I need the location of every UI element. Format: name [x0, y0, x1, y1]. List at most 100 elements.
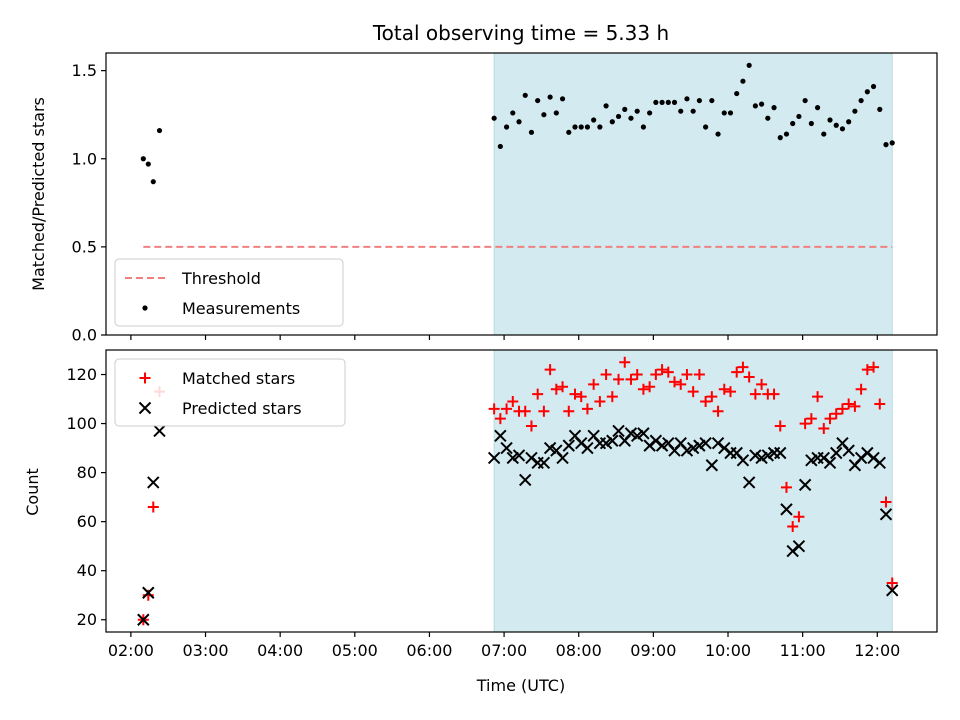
matched-star-point	[693, 369, 705, 381]
predicted-star-point	[562, 439, 575, 452]
measurement-point	[566, 129, 572, 135]
matched-star-point	[799, 418, 811, 430]
predicted-star-point	[842, 444, 855, 457]
x-tick-label: 02:00	[108, 641, 154, 660]
matched-star-point	[544, 364, 556, 376]
measurement-point	[808, 120, 814, 127]
matched-star-point	[581, 403, 593, 415]
measurement-point	[491, 115, 497, 121]
predicted-star-point	[137, 613, 150, 626]
legend-label: Predicted stars	[182, 399, 302, 418]
matched-star-point	[780, 481, 792, 493]
predicted-star-point	[637, 427, 650, 440]
ratio-panel: 0.0 0.5 1.0 1.5 Threshold Measurements	[72, 52, 938, 345]
matched-star-point	[712, 405, 724, 417]
matched-star-point	[886, 577, 898, 589]
measurement-point	[721, 110, 727, 116]
predicted-star-point	[147, 476, 160, 489]
predicted-star-point	[780, 503, 793, 516]
x-tick-label: 06:00	[406, 641, 452, 660]
measurement-point	[497, 143, 503, 150]
matched-star-point	[532, 388, 544, 400]
measurement-point	[140, 156, 146, 162]
y-tick-label: 0.5	[72, 237, 97, 256]
y-tick-label: 1.0	[72, 149, 97, 168]
matched-star-point	[594, 395, 606, 407]
x-tick-label: 05:00	[332, 641, 378, 660]
x-axis-label: Time (UTC)	[476, 676, 565, 695]
matched-star-point	[494, 413, 506, 425]
matched-star-point	[519, 405, 531, 417]
measurement-point	[591, 117, 597, 123]
matched-star-point	[724, 386, 736, 398]
matched-star-point	[501, 403, 513, 415]
matched-star-point	[619, 356, 631, 368]
measurement-point	[777, 135, 783, 141]
measurement-point	[889, 140, 895, 146]
matched-star-point	[818, 422, 830, 434]
predicted-star-point	[606, 434, 619, 447]
matched-star-point	[731, 366, 743, 378]
measurement-point	[870, 83, 877, 90]
matched-star-point	[644, 381, 656, 393]
x-tick-label: 04:00	[257, 641, 303, 660]
measurement-point	[684, 96, 690, 102]
predicted-star-point	[142, 586, 155, 599]
y-tick-label: 120	[66, 365, 97, 384]
y-tick-label: 40	[77, 561, 97, 580]
measurement-point	[553, 110, 559, 116]
measurement-point	[821, 131, 827, 137]
predicted-star-point	[742, 476, 756, 489]
legend-label: Threshold	[181, 269, 261, 288]
matched-star-point	[687, 386, 699, 398]
x-tick-label: 07:00	[481, 641, 527, 660]
observing-window-shade	[494, 53, 893, 335]
matched-star-point	[824, 413, 836, 425]
matched-star-point	[706, 391, 718, 403]
matched-star-point	[588, 378, 600, 390]
predicted-star-point	[830, 446, 843, 460]
matched-star-point	[538, 405, 550, 417]
chart-title: Total observing time = 5.33 h	[372, 21, 669, 45]
measurement-point	[696, 97, 702, 104]
measurement-point	[709, 97, 715, 104]
legend-box	[114, 258, 344, 327]
measurement-point	[703, 124, 709, 130]
measurement-point	[603, 103, 609, 109]
measurement-point	[145, 161, 151, 167]
matched-star-point	[855, 383, 867, 395]
measurement-point	[877, 106, 883, 112]
y-tick-label: 20	[77, 610, 97, 629]
measurement-point	[628, 115, 634, 121]
matched-star-point	[787, 521, 799, 533]
predicted-star-point	[823, 456, 837, 470]
measurement-point	[802, 97, 808, 104]
matched-star-point	[606, 391, 618, 403]
top-y-axis-label: Matched/Predicted stars	[29, 97, 48, 291]
predicted-star-point	[886, 584, 899, 597]
matched-star-point	[569, 388, 581, 400]
measurement-point	[796, 113, 802, 120]
legend-handle-matched	[139, 372, 151, 384]
predicted-star-point	[612, 424, 625, 438]
matched-star-point	[874, 398, 886, 410]
predicted-star-point	[487, 451, 501, 465]
measurement-point	[839, 126, 846, 132]
measurement-point	[827, 117, 833, 123]
matched-star-point	[793, 511, 805, 523]
axes-frame	[105, 349, 938, 633]
y-tick-label: 1.5	[72, 61, 97, 80]
predicted-star-point	[537, 456, 551, 470]
matched-star-point	[147, 501, 159, 513]
matched-star-point	[774, 420, 786, 432]
measurement-point	[846, 119, 852, 125]
legend-handle-predicted	[138, 401, 152, 415]
measurement-point	[765, 115, 771, 121]
matched-star-point	[662, 366, 674, 378]
predicted-star-point	[581, 441, 594, 455]
measurement-point	[572, 124, 578, 130]
measurement-point	[547, 94, 553, 100]
matched-star-point	[650, 369, 662, 381]
measurement-point	[609, 119, 615, 125]
matched-star-point	[625, 373, 637, 385]
